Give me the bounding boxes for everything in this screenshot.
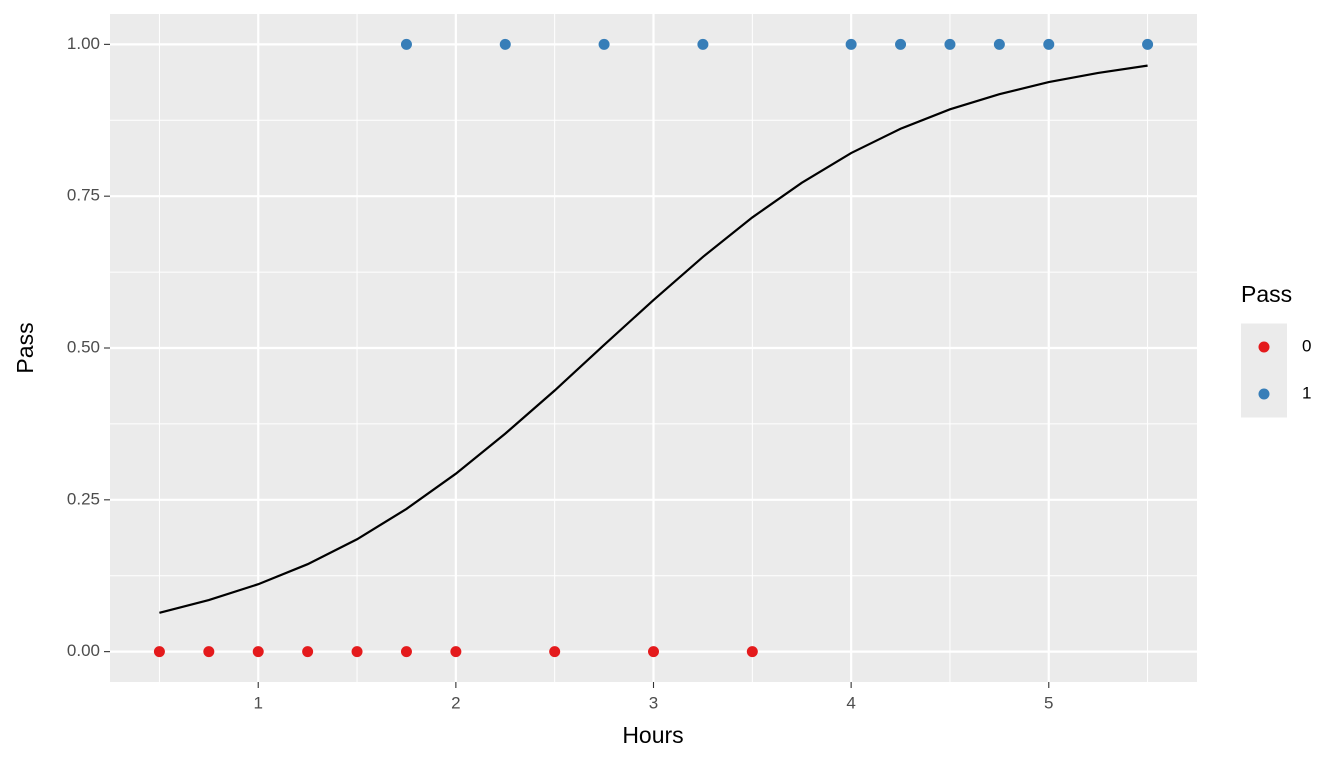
x-tick-label: 5 [1044, 693, 1053, 712]
y-tick-label: 1.00 [67, 34, 100, 53]
point [549, 646, 561, 658]
x-tick-label: 3 [649, 693, 658, 712]
point [351, 646, 363, 658]
legend-title: Pass [1241, 281, 1292, 307]
point [302, 646, 314, 658]
point [993, 38, 1005, 50]
legend-swatch [1258, 388, 1270, 400]
point [697, 38, 709, 50]
point [400, 38, 412, 50]
y-axis-title: Pass [12, 322, 38, 373]
legend-label: 0 [1302, 336, 1311, 355]
point [845, 38, 857, 50]
y-tick-label: 0.75 [67, 186, 100, 205]
y-tick-label: 0.50 [67, 337, 100, 356]
point [944, 38, 956, 50]
point [499, 38, 511, 50]
point [895, 38, 907, 50]
x-tick-label: 2 [451, 693, 460, 712]
y-tick-label: 0.25 [67, 489, 100, 508]
y-tick-label: 0.00 [67, 641, 100, 660]
point [203, 646, 215, 658]
point [252, 646, 264, 658]
point [153, 646, 165, 658]
point [1043, 38, 1055, 50]
legend-swatch [1258, 341, 1270, 353]
legend-label: 1 [1302, 383, 1311, 402]
point [648, 646, 659, 658]
x-tick-label: 1 [253, 693, 262, 712]
point [598, 38, 610, 50]
fit-curve [159, 64, 1148, 614]
point [746, 646, 758, 658]
point [400, 646, 412, 658]
point [450, 646, 462, 658]
x-axis-title: Hours [622, 722, 683, 748]
point [1142, 38, 1154, 50]
x-tick-label: 4 [846, 693, 855, 712]
